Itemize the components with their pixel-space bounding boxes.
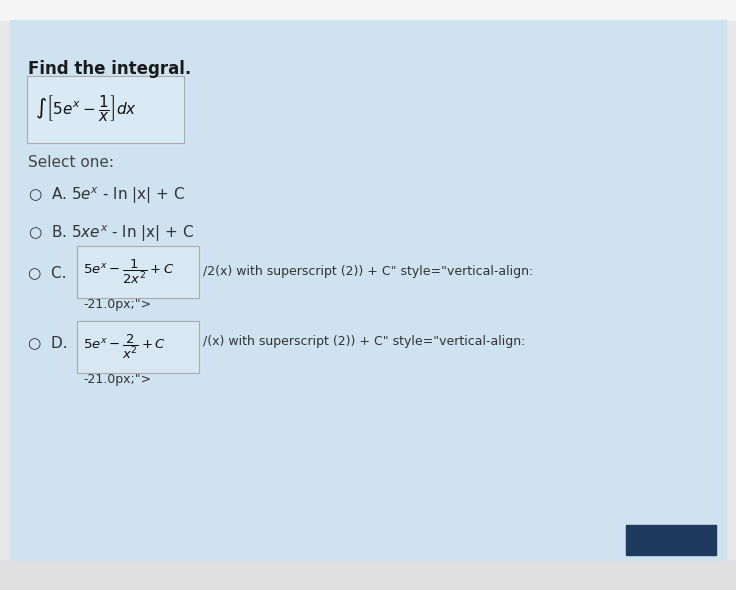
Text: ○  D.: ○ D. [28, 335, 68, 350]
Text: ○  C.: ○ C. [28, 265, 66, 280]
Text: $\int \left[5e^x - \dfrac{1}{x}\right]dx$: $\int \left[5e^x - \dfrac{1}{x}\right]dx… [35, 93, 137, 123]
FancyBboxPatch shape [77, 321, 199, 373]
FancyBboxPatch shape [77, 246, 199, 298]
Bar [0, 560, 736, 590]
Bar [626, 525, 716, 555]
Text: -21.0px;">: -21.0px;"> [83, 373, 151, 386]
Text: Select one:: Select one: [28, 155, 114, 170]
Text: ○  B. $5xe^x$ - ln |x| + C: ○ B. $5xe^x$ - ln |x| + C [28, 223, 194, 244]
Text: ○  A. $5e^x$ - ln |x| + C: ○ A. $5e^x$ - ln |x| + C [28, 185, 185, 205]
Text: /2(x) with superscript (2)) + C" style="vertical-align:: /2(x) with superscript (2)) + C" style="… [203, 265, 534, 278]
Bar [0, 0, 736, 20]
Text: Find the integral.: Find the integral. [28, 60, 191, 78]
Text: $5e^x - \dfrac{2}{x^2} + C$: $5e^x - \dfrac{2}{x^2} + C$ [83, 333, 166, 361]
Text: /(x) with superscript (2)) + C" style="vertical-align:: /(x) with superscript (2)) + C" style="v… [203, 335, 526, 348]
Text: -21.0px;">: -21.0px;"> [83, 298, 151, 311]
FancyBboxPatch shape [27, 76, 184, 143]
Text: $5e^x - \dfrac{1}{2x^2} + C$: $5e^x - \dfrac{1}{2x^2} + C$ [83, 258, 174, 286]
